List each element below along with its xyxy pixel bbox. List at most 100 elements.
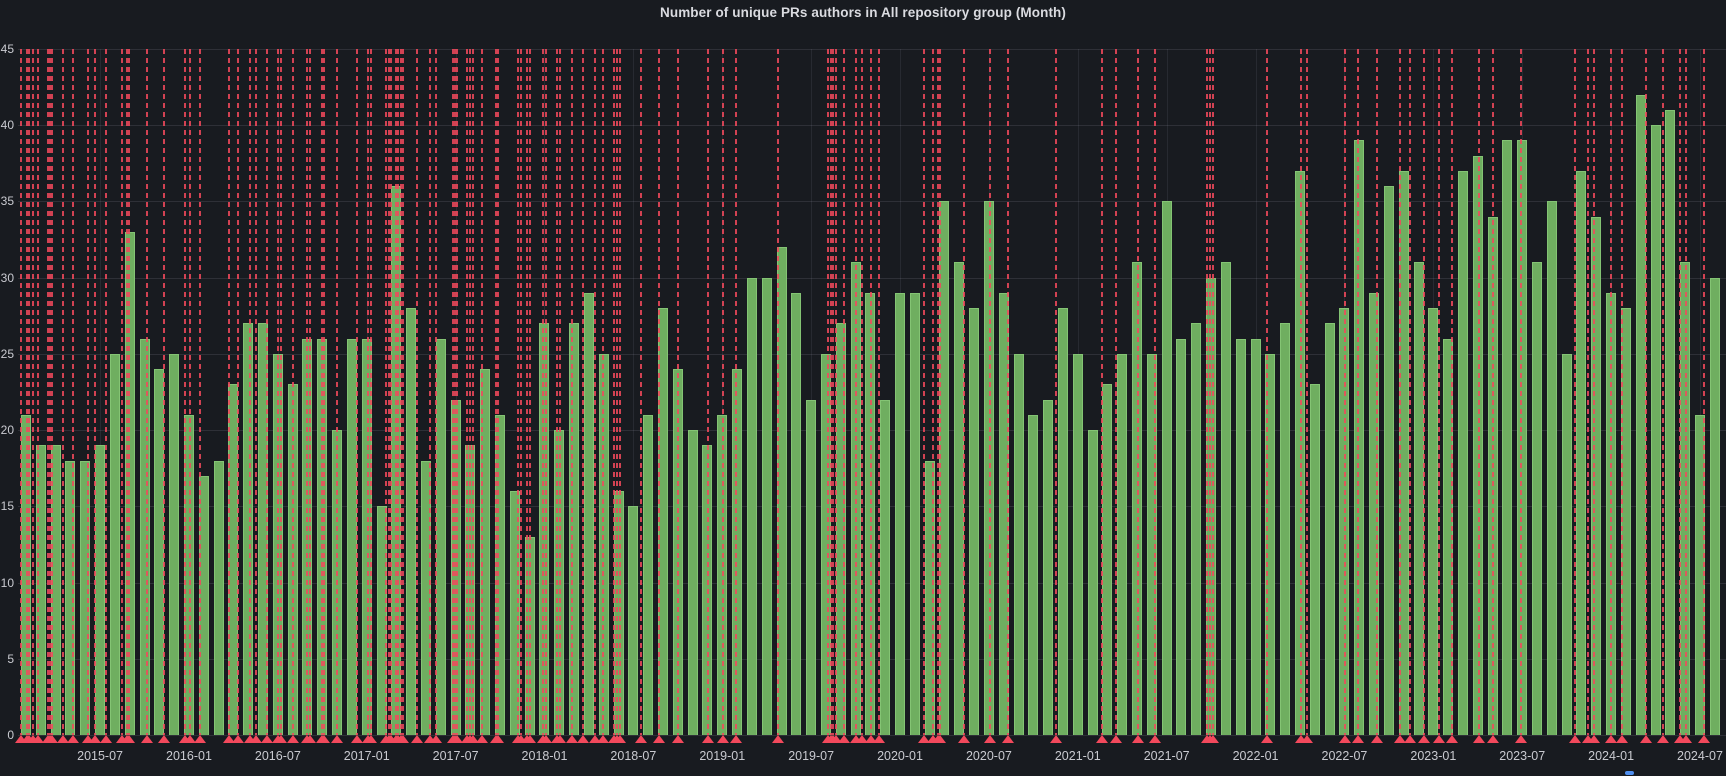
pr-authors-bar[interactable] bbox=[761, 277, 772, 735]
annotation-line[interactable] bbox=[1344, 49, 1346, 735]
annotation-line[interactable] bbox=[619, 49, 621, 735]
annotation-line[interactable] bbox=[497, 49, 499, 735]
pr-authors-bar[interactable] bbox=[1665, 109, 1676, 735]
pr-authors-bar[interactable] bbox=[1546, 201, 1557, 735]
annotation-line[interactable] bbox=[1209, 49, 1211, 735]
annotation-line[interactable] bbox=[616, 49, 618, 735]
annotation-triangle-icon[interactable] bbox=[865, 735, 877, 743]
annotation-triangle-icon[interactable] bbox=[261, 735, 273, 743]
annotation-triangle-icon[interactable] bbox=[1002, 735, 1014, 743]
annotation-line[interactable] bbox=[1587, 49, 1589, 735]
annotation-triangle-icon[interactable] bbox=[1339, 735, 1351, 743]
pr-authors-bar[interactable] bbox=[1191, 323, 1202, 735]
annotation-line[interactable] bbox=[1438, 49, 1440, 735]
annotation-triangle-icon[interactable] bbox=[702, 735, 714, 743]
annotation-triangle-icon[interactable] bbox=[365, 735, 377, 743]
pr-authors-bar[interactable] bbox=[65, 460, 76, 735]
annotation-triangle-icon[interactable] bbox=[838, 735, 850, 743]
annotation-line[interactable] bbox=[835, 49, 837, 735]
pr-authors-bar[interactable] bbox=[435, 338, 446, 735]
annotation-line[interactable] bbox=[1376, 49, 1378, 735]
annotation-triangle-icon[interactable] bbox=[540, 735, 552, 743]
annotation-triangle-icon[interactable] bbox=[476, 735, 488, 743]
annotation-line[interactable] bbox=[556, 49, 558, 735]
annotation-line[interactable] bbox=[146, 49, 148, 735]
pr-authors-bar[interactable] bbox=[1517, 140, 1528, 735]
annotation-triangle-icon[interactable] bbox=[232, 735, 244, 743]
annotation-triangle-icon[interactable] bbox=[830, 735, 842, 743]
annotation-line[interactable] bbox=[435, 49, 437, 735]
annotation-line[interactable] bbox=[163, 49, 165, 735]
annotation-line[interactable] bbox=[469, 49, 471, 735]
annotation-triangle-icon[interactable] bbox=[653, 735, 665, 743]
annotation-line[interactable] bbox=[280, 49, 282, 735]
annotation-line[interactable] bbox=[87, 49, 89, 735]
pr-authors-bar[interactable] bbox=[1043, 399, 1054, 735]
annotation-triangle-icon[interactable] bbox=[32, 735, 44, 743]
pr-authors-bar[interactable] bbox=[983, 201, 994, 735]
annotation-triangle-icon[interactable] bbox=[730, 735, 742, 743]
annotation-line[interactable] bbox=[1451, 49, 1453, 735]
annotation-line[interactable] bbox=[321, 49, 323, 735]
annotation-triangle-icon[interactable] bbox=[672, 735, 684, 743]
annotation-triangle-icon[interactable] bbox=[1394, 735, 1406, 743]
annotation-line[interactable] bbox=[923, 49, 925, 735]
annotation-line[interactable] bbox=[963, 49, 965, 735]
pr-authors-bar[interactable] bbox=[909, 292, 920, 735]
annotation-triangle-icon[interactable] bbox=[1207, 735, 1219, 743]
annotation-triangle-icon[interactable] bbox=[1640, 735, 1652, 743]
annotation-line[interactable] bbox=[1593, 49, 1595, 735]
annotation-triangle-icon[interactable] bbox=[304, 735, 316, 743]
pr-authors-bar[interactable] bbox=[1354, 140, 1365, 735]
annotation-triangle-icon[interactable] bbox=[577, 735, 589, 743]
annotation-line[interactable] bbox=[1409, 49, 1411, 735]
annotation-line[interactable] bbox=[520, 49, 522, 735]
pr-authors-bar[interactable] bbox=[895, 292, 906, 735]
pr-authors-bar[interactable] bbox=[1591, 216, 1602, 735]
annotation-triangle-icon[interactable] bbox=[1588, 735, 1600, 743]
pr-authors-bar[interactable] bbox=[1087, 430, 1098, 735]
annotation-triangle-icon[interactable] bbox=[1418, 735, 1430, 743]
annotation-line[interactable] bbox=[397, 49, 399, 735]
annotation-line[interactable] bbox=[32, 49, 34, 735]
annotation-triangle-icon[interactable] bbox=[250, 735, 262, 743]
annotation-triangle-icon[interactable] bbox=[89, 735, 101, 743]
annotation-triangle-icon[interactable] bbox=[331, 735, 343, 743]
annotation-line[interactable] bbox=[62, 49, 64, 735]
annotation-line[interactable] bbox=[722, 49, 724, 735]
annotation-line[interactable] bbox=[249, 49, 251, 735]
pr-authors-bar[interactable] bbox=[1561, 353, 1572, 735]
pr-authors-bar[interactable] bbox=[1013, 353, 1024, 735]
annotation-line[interactable] bbox=[658, 49, 660, 735]
annotation-triangle-icon[interactable] bbox=[934, 735, 946, 743]
pr-authors-bar[interactable] bbox=[1028, 414, 1039, 735]
annotation-line[interactable] bbox=[1007, 49, 1009, 735]
annotation-line[interactable] bbox=[937, 49, 939, 735]
annotation-line[interactable] bbox=[199, 49, 201, 735]
pr-authors-bar[interactable] bbox=[1072, 353, 1083, 735]
annotation-triangle-icon[interactable] bbox=[194, 735, 206, 743]
annotation-triangle-icon[interactable] bbox=[1569, 735, 1581, 743]
annotation-triangle-icon[interactable] bbox=[614, 735, 626, 743]
annotation-line[interactable] bbox=[72, 49, 74, 735]
pr-authors-bar[interactable] bbox=[1709, 277, 1720, 735]
annotation-line[interactable] bbox=[429, 49, 431, 735]
annotation-line[interactable] bbox=[1357, 49, 1359, 735]
annotation-line[interactable] bbox=[255, 49, 257, 735]
annotation-triangle-icon[interactable] bbox=[1605, 735, 1617, 743]
annotation-triangle-icon[interactable] bbox=[524, 735, 536, 743]
pr-authors-bar[interactable] bbox=[1502, 140, 1513, 735]
annotation-triangle-icon[interactable] bbox=[46, 735, 58, 743]
annotation-line[interactable] bbox=[830, 49, 832, 735]
annotation-triangle-icon[interactable] bbox=[100, 735, 112, 743]
annotation-line[interactable] bbox=[306, 49, 308, 735]
annotation-line[interactable] bbox=[292, 49, 294, 735]
annotation-line[interactable] bbox=[1703, 49, 1705, 735]
annotation-line[interactable] bbox=[390, 49, 392, 735]
pr-authors-bar[interactable] bbox=[95, 445, 106, 735]
pr-authors-bar[interactable] bbox=[1576, 170, 1587, 735]
annotation-line[interactable] bbox=[1055, 49, 1057, 735]
pr-authors-bar[interactable] bbox=[243, 323, 254, 735]
annotation-line[interactable] bbox=[395, 49, 397, 735]
annotation-line[interactable] bbox=[832, 49, 834, 735]
